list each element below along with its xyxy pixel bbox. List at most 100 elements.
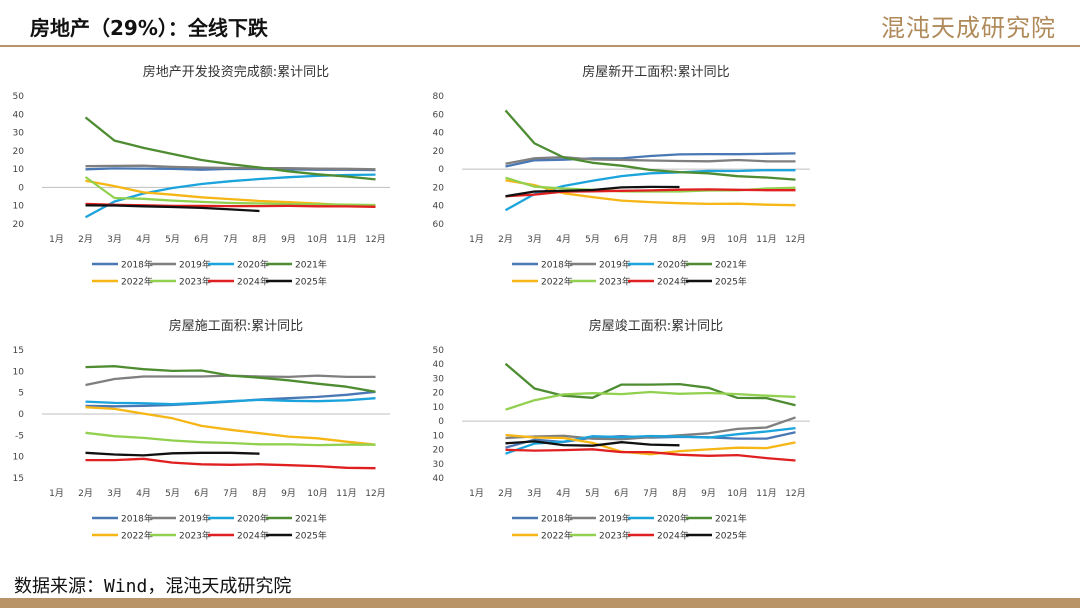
y-tick-label: 0 xyxy=(438,417,444,427)
x-tick-label: 11月 xyxy=(336,234,356,245)
x-tick-label: 4月 xyxy=(556,488,571,499)
y-tick-label: -15 xyxy=(12,474,24,484)
x-tick-label: 3月 xyxy=(527,488,542,499)
x-tick-label: 1月 xyxy=(49,488,64,499)
x-tick-label: 8月 xyxy=(252,488,267,499)
legend-label: 2021年 xyxy=(715,259,747,271)
x-tick-label: 3月 xyxy=(107,488,122,499)
y-tick-label: 5 xyxy=(18,389,24,399)
legend-label: 2018年 xyxy=(121,259,153,271)
chart-completions: 房屋竣工面积:累计同比 -40 -30 -20 -10 0 10 20 30 40 50 1月 2月 3月… xyxy=(432,312,852,552)
series-line-2021年 xyxy=(84,116,376,181)
x-tick-label: 5月 xyxy=(585,234,600,245)
x-tick-label: 7月 xyxy=(643,234,658,245)
x-tick-label: 2月 xyxy=(498,488,513,499)
chart-new-starts-svg: 房屋新开工面积:累计同比 -60 -40 -20 0 20 40 60 80 1月 2月 3月 4月 5月… xyxy=(432,64,810,288)
series-line-2020年 xyxy=(84,173,376,219)
legend-label: 2018年 xyxy=(541,259,573,271)
x-tick-label: 9月 xyxy=(281,488,296,499)
x-tick-label: 6月 xyxy=(614,234,629,245)
y-tick-label: 15 xyxy=(13,346,24,356)
x-tick-label: 12月 xyxy=(365,488,385,499)
series-line-2019年 xyxy=(85,374,376,387)
legend-label: 2022年 xyxy=(121,530,153,542)
series-line-2022年 xyxy=(505,433,796,456)
series-line-2024年 xyxy=(505,188,796,198)
x-tick-label: 8月 xyxy=(252,234,267,245)
x-tick-label: 7月 xyxy=(643,488,658,499)
x-tick-label: 10月 xyxy=(727,234,747,245)
page-title: 房地产（29%）：全线下跌 xyxy=(30,16,268,40)
x-tick-label: 5月 xyxy=(165,488,180,499)
x-tick-label: 6月 xyxy=(614,488,629,499)
series-line-2024年 xyxy=(505,448,796,462)
x-tick-label: 3月 xyxy=(527,234,542,245)
y-tick-label: 0 xyxy=(438,165,444,175)
footer-bar xyxy=(0,598,1080,608)
x-tick-label: 9月 xyxy=(701,234,716,245)
series-line-2022年 xyxy=(85,406,376,446)
legend-label: 2018年 xyxy=(121,513,153,525)
x-tick-label: 2月 xyxy=(498,234,513,245)
x-tick-label: 11月 xyxy=(756,488,776,499)
series-line-2019年 xyxy=(505,156,796,165)
legend-label: 2022年 xyxy=(541,276,573,288)
legend-label: 2023年 xyxy=(599,276,631,288)
y-tick-label: 0 xyxy=(18,183,24,193)
y-tick-label: 10 xyxy=(13,367,25,377)
y-tick-label: 40 xyxy=(433,129,445,139)
chart-title: 房地产开发投资完成额:累计同比 xyxy=(143,64,329,80)
y-tick-label: 20 xyxy=(433,389,445,399)
x-tick-label: 5月 xyxy=(585,488,600,499)
x-tick-label: 12月 xyxy=(785,234,805,245)
chart-investment: 房地产开发投资完成额:累计同比 -20 -10 0 10 20 30 40 50 1月 2月 3月 4月… xyxy=(12,58,432,298)
series-line-2023年 xyxy=(84,176,376,207)
legend-label: 2025年 xyxy=(295,530,327,542)
y-tick-label: 40 xyxy=(13,110,25,120)
y-tick-label: 50 xyxy=(433,346,445,356)
x-tick-label: 12月 xyxy=(785,488,805,499)
legend-label: 2020年 xyxy=(237,513,269,525)
brand-logo: 混沌天成研究院 xyxy=(881,14,1056,42)
legend-label: 2019年 xyxy=(179,259,211,271)
legend-label: 2022年 xyxy=(541,530,573,542)
series-line-2024年 xyxy=(85,457,376,470)
chart-new-starts: 房屋新开工面积:累计同比 -60 -40 -20 0 20 40 60 80 1月 2月 3月 4月 5月… xyxy=(432,58,852,298)
x-tick-label: 5月 xyxy=(165,234,180,245)
x-tick-label: 6月 xyxy=(194,234,209,245)
y-tick-label: -10 xyxy=(12,453,24,463)
series-line-2020年 xyxy=(505,426,796,455)
legend-label: 2024年 xyxy=(657,530,689,542)
series-line-2025年 xyxy=(85,451,260,457)
x-tick-label: 10月 xyxy=(727,488,747,499)
legend-label: 2021年 xyxy=(715,513,747,525)
series-line-2023年 xyxy=(85,431,376,447)
y-tick-label: -60 xyxy=(432,220,444,230)
legend-label: 2019年 xyxy=(599,259,631,271)
series-line-2025年 xyxy=(505,185,680,198)
legend-label: 2023年 xyxy=(599,530,631,542)
y-tick-label: 50 xyxy=(13,92,25,102)
y-tick-label: -10 xyxy=(432,431,444,441)
y-tick-label: 0 xyxy=(18,410,24,420)
legend-label: 2023年 xyxy=(179,276,211,288)
chart-under-construction: 房屋施工面积:累计同比 -15 -10 -5 0 5 10 15 1月 2月 3月 4月 5月 6月 7月 8… xyxy=(12,312,432,552)
x-tick-label: 8月 xyxy=(672,488,687,499)
legend-label: 2020年 xyxy=(657,259,689,271)
series-line-2021年 xyxy=(504,362,796,407)
legend-label: 2019年 xyxy=(599,513,631,525)
legend-label: 2020年 xyxy=(657,513,689,525)
x-tick-label: 4月 xyxy=(136,488,151,499)
x-tick-label: 12月 xyxy=(365,234,385,245)
x-tick-label: 2月 xyxy=(78,234,93,245)
y-tick-label: 20 xyxy=(433,147,445,157)
series-line-2019年 xyxy=(505,416,796,441)
y-tick-label: -40 xyxy=(432,474,444,484)
y-tick-label: 20 xyxy=(13,147,25,157)
chart-completions-svg: 房屋竣工面积:累计同比 -40 -30 -20 -10 0 10 20 30 40 50 1月 2月 3月… xyxy=(432,318,810,542)
x-tick-label: 7月 xyxy=(223,488,238,499)
legend-label: 2024年 xyxy=(657,276,689,288)
legend-label: 2021年 xyxy=(295,259,327,271)
chart-title: 房屋新开工面积:累计同比 xyxy=(582,64,729,80)
legend-label: 2024年 xyxy=(237,276,269,288)
